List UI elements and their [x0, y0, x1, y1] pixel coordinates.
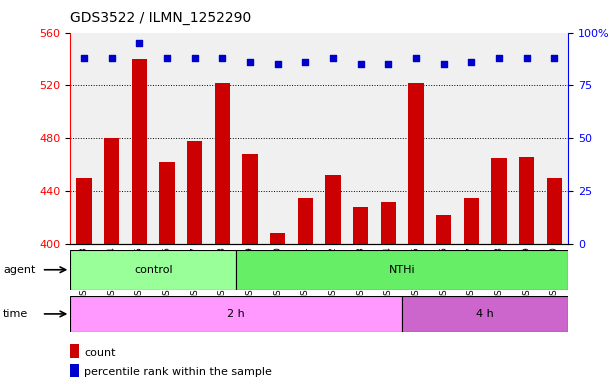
Bar [159, 162, 175, 244]
Text: time: time [3, 309, 28, 319]
Bar [76, 178, 92, 244]
Point [328, 55, 338, 61]
Point [356, 61, 365, 68]
Bar [381, 202, 396, 244]
Point [273, 61, 283, 68]
Bar [70, 250, 236, 290]
Bar [243, 154, 258, 244]
Bar [464, 198, 479, 244]
Point [467, 59, 477, 65]
Bar [409, 83, 423, 244]
Point [107, 55, 117, 61]
Point [134, 40, 144, 46]
Bar [104, 138, 119, 244]
Point [439, 61, 448, 68]
Bar [187, 141, 202, 244]
Text: NTHi: NTHi [389, 265, 415, 275]
Bar [236, 250, 568, 290]
Bar [436, 215, 452, 244]
Bar [298, 198, 313, 244]
Bar [70, 344, 79, 358]
Bar [491, 158, 507, 244]
Text: GDS3522 / ILMN_1252290: GDS3522 / ILMN_1252290 [70, 11, 252, 25]
Point [301, 59, 310, 65]
Bar [326, 175, 341, 244]
Point [522, 55, 532, 61]
Bar [70, 296, 402, 332]
Point [218, 55, 227, 61]
Bar [353, 207, 368, 244]
Text: count: count [84, 348, 115, 358]
Point [245, 59, 255, 65]
Text: control: control [134, 265, 172, 275]
Text: 4 h: 4 h [477, 309, 494, 319]
Bar [547, 178, 562, 244]
Point [411, 55, 421, 61]
Bar [215, 83, 230, 244]
Bar [132, 59, 147, 244]
Bar [402, 296, 568, 332]
Point [190, 55, 200, 61]
Point [79, 55, 89, 61]
Point [494, 55, 504, 61]
Point [162, 55, 172, 61]
Bar [519, 157, 535, 244]
Point [384, 61, 393, 68]
Point [549, 55, 559, 61]
Text: 2 h: 2 h [227, 309, 245, 319]
Bar [70, 364, 79, 377]
Text: percentile rank within the sample: percentile rank within the sample [84, 367, 272, 377]
Bar [270, 233, 285, 244]
Text: agent: agent [3, 265, 35, 275]
